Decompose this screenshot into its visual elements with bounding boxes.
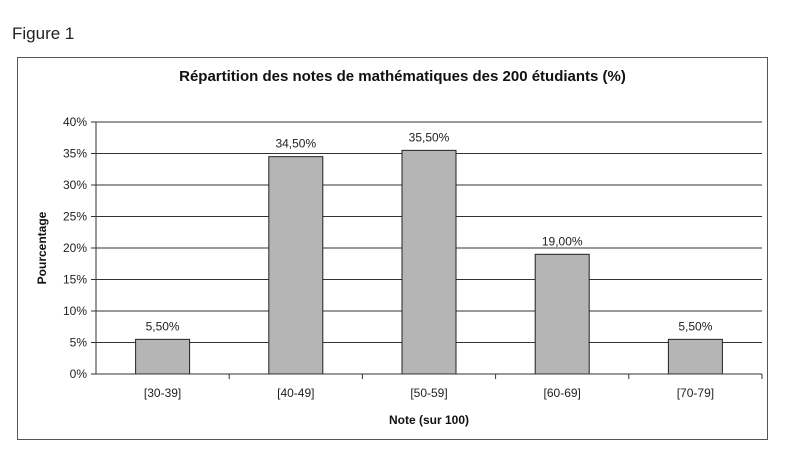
y-tick-label: 10% — [63, 304, 87, 318]
y-tick-label: 25% — [63, 210, 87, 224]
bar-data-label: 5,50% — [678, 319, 712, 333]
x-tick-label: [40-49] — [277, 386, 314, 400]
x-tick-label: [50-59] — [410, 386, 447, 400]
y-tick-label: 35% — [63, 147, 87, 161]
y-axis-title: Pourcentage — [35, 211, 49, 284]
bar — [534, 253, 590, 375]
bar — [667, 338, 723, 375]
bar-data-label: 5,50% — [146, 319, 180, 333]
bar-data-label: 34,50% — [275, 137, 316, 151]
y-tick-label: 15% — [63, 273, 87, 287]
figure-label: Figure 1 — [12, 24, 75, 43]
x-tick-label: [60-69] — [544, 386, 581, 400]
y-tick-label: 40% — [63, 115, 87, 129]
bar — [268, 156, 324, 375]
bar — [135, 338, 191, 375]
tick-labels: 0% 5% 10% 15% 20% 25% 30% 35% 40% [30-39] [40-49] [… — [63, 115, 714, 400]
data-labels: 5,50% 34,50% 35,50% 19,00% 5,50% — [146, 130, 713, 333]
bars — [135, 149, 723, 375]
x-tick-label: [30-39] — [144, 386, 181, 400]
y-tick-label: 0% — [70, 367, 88, 381]
axes — [91, 121, 763, 379]
bar-data-label: 19,00% — [542, 234, 583, 248]
y-tick-label: 30% — [63, 178, 87, 192]
bar-data-label: 35,50% — [409, 130, 450, 144]
y-tick-label: 20% — [63, 241, 87, 255]
bar — [401, 149, 457, 375]
chart-title: Répartition des notes de mathématiques d… — [179, 68, 626, 85]
y-tick-label: 5% — [70, 336, 88, 350]
x-axis-title: Note (sur 100) — [389, 413, 469, 427]
x-tick-label: [70-79] — [677, 386, 714, 400]
